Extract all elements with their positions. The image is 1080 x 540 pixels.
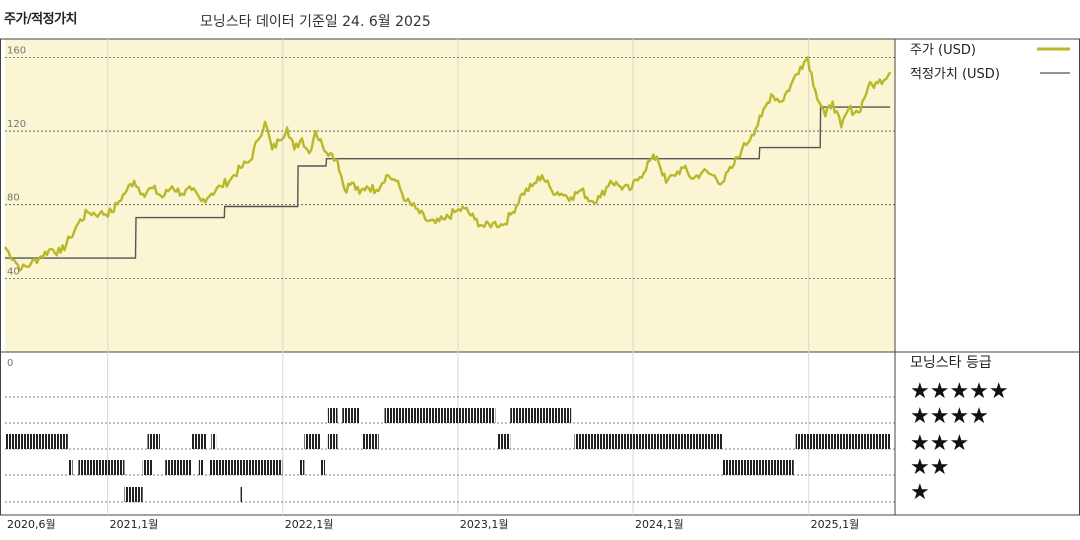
rating-bar xyxy=(198,460,204,475)
rating-bar xyxy=(304,434,321,449)
y-tick-label: 40 xyxy=(7,266,20,277)
rating-bar xyxy=(361,434,379,449)
rating-bar xyxy=(299,460,305,475)
rating-legend-stars: ★★★★ xyxy=(910,404,989,429)
rating-bar xyxy=(795,434,891,449)
legend-fair-value-label: 적정가치 (USD) xyxy=(910,67,1000,82)
price-line xyxy=(4,56,892,272)
rating-bar xyxy=(209,460,283,475)
rating-bar xyxy=(240,487,243,502)
rating-bar xyxy=(211,434,217,449)
rating-bar xyxy=(497,434,511,449)
rating-bar xyxy=(384,408,496,423)
rating-bar xyxy=(142,460,153,475)
rating-bar xyxy=(68,460,73,475)
rating-legend-stars: ★ xyxy=(910,480,930,505)
rating-bar xyxy=(165,460,192,475)
rating-bar xyxy=(327,408,338,423)
rating-legend-stars: ★★★★★ xyxy=(910,379,1009,404)
plot-background xyxy=(5,39,895,352)
fair-value-line xyxy=(5,106,891,259)
x-tick-label: 2023,1월 xyxy=(460,518,509,531)
rating-panel-tick-label: 0 xyxy=(7,358,13,369)
rating-bar xyxy=(722,460,794,475)
rating-bar xyxy=(191,434,207,449)
y-tick-label: 80 xyxy=(7,193,20,204)
rating-bar xyxy=(320,460,326,475)
y-tick-label: 120 xyxy=(7,119,26,130)
rating-bar xyxy=(574,434,723,449)
x-tick-label: 2024,1월 xyxy=(635,518,684,531)
rating-bar xyxy=(327,434,338,449)
y-tick-label: 160 xyxy=(7,45,26,56)
legend-price-label: 주가 (USD) xyxy=(910,43,976,58)
rating-legend-stars: ★★★ xyxy=(910,431,969,456)
rating-bar xyxy=(78,460,125,475)
rating-bar xyxy=(5,434,68,449)
x-tick-label: 2022,1월 xyxy=(285,518,334,531)
legend: 주가 (USD) 적정가치 (USD) 모닝스타 등급 xyxy=(910,43,1070,371)
page-subtitle: 모닝스타 데이터 기준일 24. 6월 2025 xyxy=(200,14,431,30)
rating-legend-stars: ★★ xyxy=(910,455,949,480)
x-tick-label: 2025,1월 xyxy=(811,518,860,531)
rating-legend-title: 모닝스타 등급 xyxy=(910,355,992,371)
x-tick-label: 2021,1월 xyxy=(110,518,159,531)
x-tick-label: 2020,6월 xyxy=(7,518,56,531)
page-title: 주가/적정가치 xyxy=(4,12,78,27)
rating-bar xyxy=(147,434,160,449)
rating-bar xyxy=(342,408,360,423)
rating-bar xyxy=(124,487,143,502)
rating-bar xyxy=(510,408,572,423)
